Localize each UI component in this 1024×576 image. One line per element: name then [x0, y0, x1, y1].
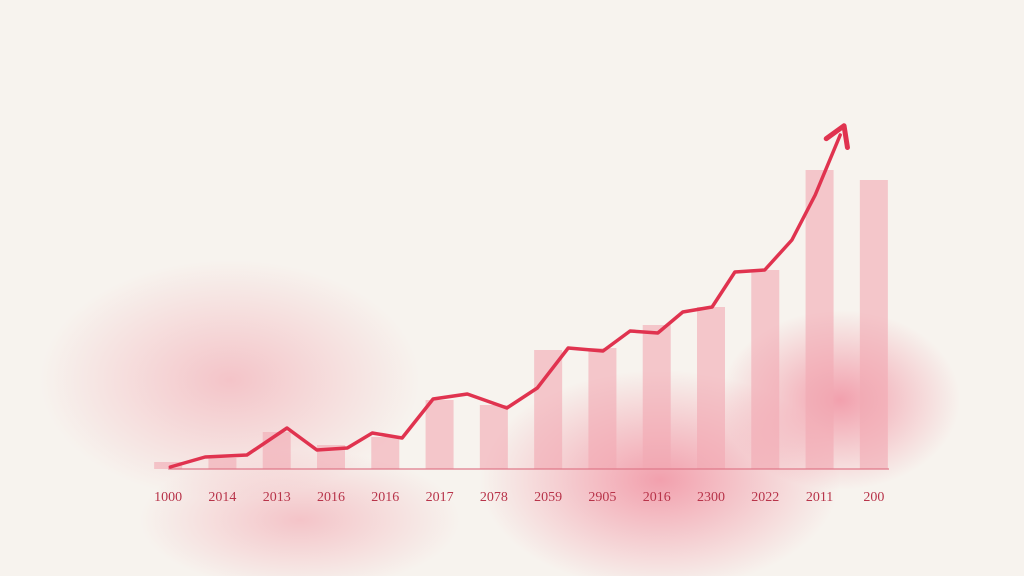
bar [588, 348, 617, 469]
bar [425, 400, 454, 469]
bar [534, 350, 563, 469]
wash [140, 450, 460, 576]
x-tick-label: 2300 [697, 490, 725, 505]
x-tick-label: 2022 [751, 490, 779, 505]
x-tick-label: 2016 [317, 490, 345, 505]
x-tick-label: 2905 [588, 490, 616, 505]
x-tick-label: 2014 [208, 490, 236, 505]
plot-area: 1000 2014 2013 2016 2016 2017 2078 2059 2905 2016… [154, 123, 889, 505]
arrow-head [823, 123, 850, 151]
x-tick-label: 2011 [806, 490, 833, 505]
bar [371, 437, 400, 469]
x-tick-label: 2016 [371, 490, 399, 505]
x-tick-label: 200 [863, 490, 884, 505]
line [168, 133, 842, 469]
bar [642, 325, 671, 469]
x-tick-label: 2059 [534, 490, 562, 505]
bar [697, 307, 725, 469]
x-tick-label: 2013 [263, 490, 291, 505]
bar [208, 458, 237, 469]
bar [859, 180, 888, 469]
x-tick-label: 2078 [480, 490, 508, 505]
bar [751, 270, 780, 469]
bar [154, 462, 183, 469]
bar [262, 432, 291, 469]
bar [479, 405, 508, 469]
x-tick-label: 2016 [643, 490, 671, 505]
wash [40, 260, 420, 500]
wash [720, 310, 960, 490]
x-tick-label: 2017 [426, 490, 454, 505]
bar [805, 170, 834, 469]
x-tick-label: 1000 [154, 490, 182, 505]
